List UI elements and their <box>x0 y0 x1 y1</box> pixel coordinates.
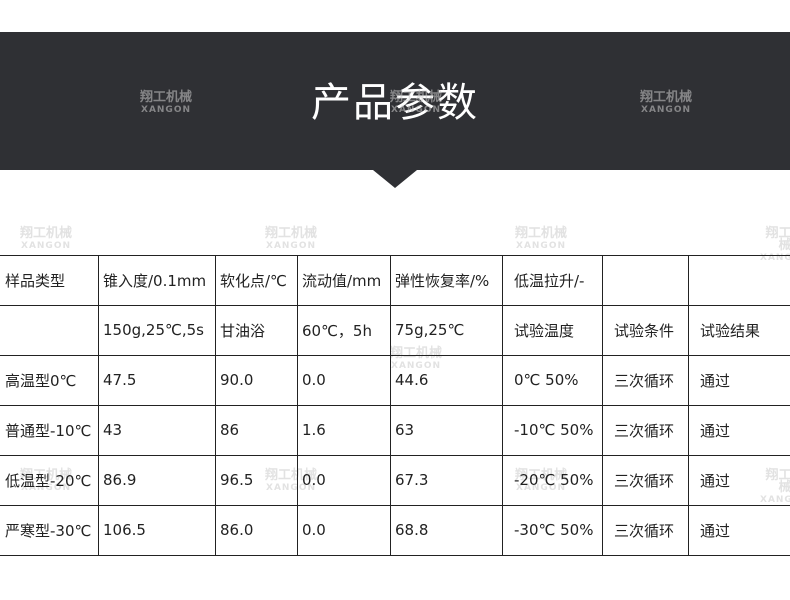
table-cell: -20℃ 50% <box>514 471 594 489</box>
watermark-text: XANGON <box>21 241 72 251</box>
column-border <box>297 255 298 555</box>
table-cell: 96.5 <box>220 471 254 489</box>
row-border <box>0 255 790 256</box>
table-cell: 0℃ 50% <box>514 371 579 389</box>
watermark-text: XANGON <box>760 495 790 505</box>
watermark-text: 翔工机械 <box>390 346 443 361</box>
table-cell: 60℃，5h <box>302 321 372 340</box>
watermark-text: 翔工机械 <box>20 468 73 483</box>
watermark-text: 翔工机械 <box>765 468 790 495</box>
watermark-text: XANGON <box>21 483 72 493</box>
watermark-text: XANGON <box>391 105 442 115</box>
table-cell: 锥入度/0.1mm <box>103 271 207 290</box>
column-border <box>502 255 503 555</box>
page-title: 产品参数 <box>311 80 479 126</box>
row-border <box>0 305 790 306</box>
table-cell: 弹性恢复率/% <box>395 271 490 290</box>
row-border <box>0 355 790 356</box>
table-cell: 三次循环 <box>614 521 675 540</box>
table-cell: 普通型-10℃ <box>5 421 92 440</box>
header-banner <box>0 32 790 170</box>
watermark-text: 翔工机械 <box>515 226 568 241</box>
banner-arrow <box>373 170 417 188</box>
watermark-text: 翔工机械 <box>20 226 73 241</box>
table-cell: 试验条件 <box>614 321 675 340</box>
watermark-text: XANGON <box>516 241 567 251</box>
table-cell: 试验温度 <box>514 321 575 340</box>
watermark-text: 翔工机械 <box>390 90 443 105</box>
table-cell: 高温型0℃ <box>5 371 77 390</box>
table-cell: 低温拉升/- <box>514 271 585 290</box>
table-cell: 0.0 <box>302 471 326 489</box>
table-cell: 严寒型-30℃ <box>5 521 92 540</box>
table-cell: 63 <box>395 421 415 439</box>
watermark-text: 翔工机械 <box>140 90 193 105</box>
watermark-text: XANGON <box>760 253 790 263</box>
table-cell: 三次循环 <box>614 371 675 390</box>
table-cell: 通过 <box>700 421 731 440</box>
watermark-text: XANGON <box>391 361 442 371</box>
column-border <box>390 255 391 555</box>
table-cell: 通过 <box>700 371 731 390</box>
column-border <box>215 255 216 555</box>
watermark-text: 翔工机械 <box>640 90 693 105</box>
row-border <box>0 455 790 456</box>
table-cell: 通过 <box>700 521 731 540</box>
watermark-text: 翔工机械 <box>265 226 318 241</box>
row-border <box>0 505 790 506</box>
table-cell: 68.8 <box>395 521 429 539</box>
table-cell: 通过 <box>700 471 731 490</box>
table-cell: 低温型-20℃ <box>5 471 92 490</box>
watermark-text: XANGON <box>266 483 317 493</box>
table-cell: 106.5 <box>103 521 146 539</box>
table-cell: 150g,25℃,5s <box>103 321 204 339</box>
table-cell: 90.0 <box>220 371 254 389</box>
table-cell: 试验结果 <box>700 321 761 340</box>
table-cell: 流动值/mm <box>302 271 382 290</box>
table-cell: 86 <box>220 421 240 439</box>
watermark-text: XANGON <box>641 105 692 115</box>
column-border <box>602 255 603 555</box>
table-cell: 43 <box>103 421 123 439</box>
table-cell: 86.9 <box>103 471 137 489</box>
row-border <box>0 405 790 406</box>
table-cell: 1.6 <box>302 421 326 439</box>
table-cell: 样品类型 <box>5 271 66 290</box>
table-cell: 0.0 <box>302 371 326 389</box>
table-cell: -30℃ 50% <box>514 521 594 539</box>
watermark-text: XANGON <box>141 105 192 115</box>
table-cell: 三次循环 <box>614 471 675 490</box>
table-cell: 75g,25℃ <box>395 321 465 339</box>
watermark-text: 翔工机械 <box>515 468 568 483</box>
table-cell: 三次循环 <box>614 421 675 440</box>
table-cell: 甘油浴 <box>220 321 266 340</box>
column-border <box>688 255 689 555</box>
table-cell: 47.5 <box>103 371 137 389</box>
table-cell: 86.0 <box>220 521 254 539</box>
watermark-text: XANGON <box>266 241 317 251</box>
watermark-text: 翔工机械 <box>765 226 790 253</box>
watermark-text: XANGON <box>516 483 567 493</box>
table-cell: 44.6 <box>395 371 429 389</box>
column-border <box>98 255 99 555</box>
table-cell: 软化点/℃ <box>220 271 287 290</box>
table-cell: 0.0 <box>302 521 326 539</box>
table-cell: 67.3 <box>395 471 429 489</box>
table-cell: -10℃ 50% <box>514 421 594 439</box>
watermark-text: 翔工机械 <box>265 468 318 483</box>
row-border <box>0 555 790 556</box>
